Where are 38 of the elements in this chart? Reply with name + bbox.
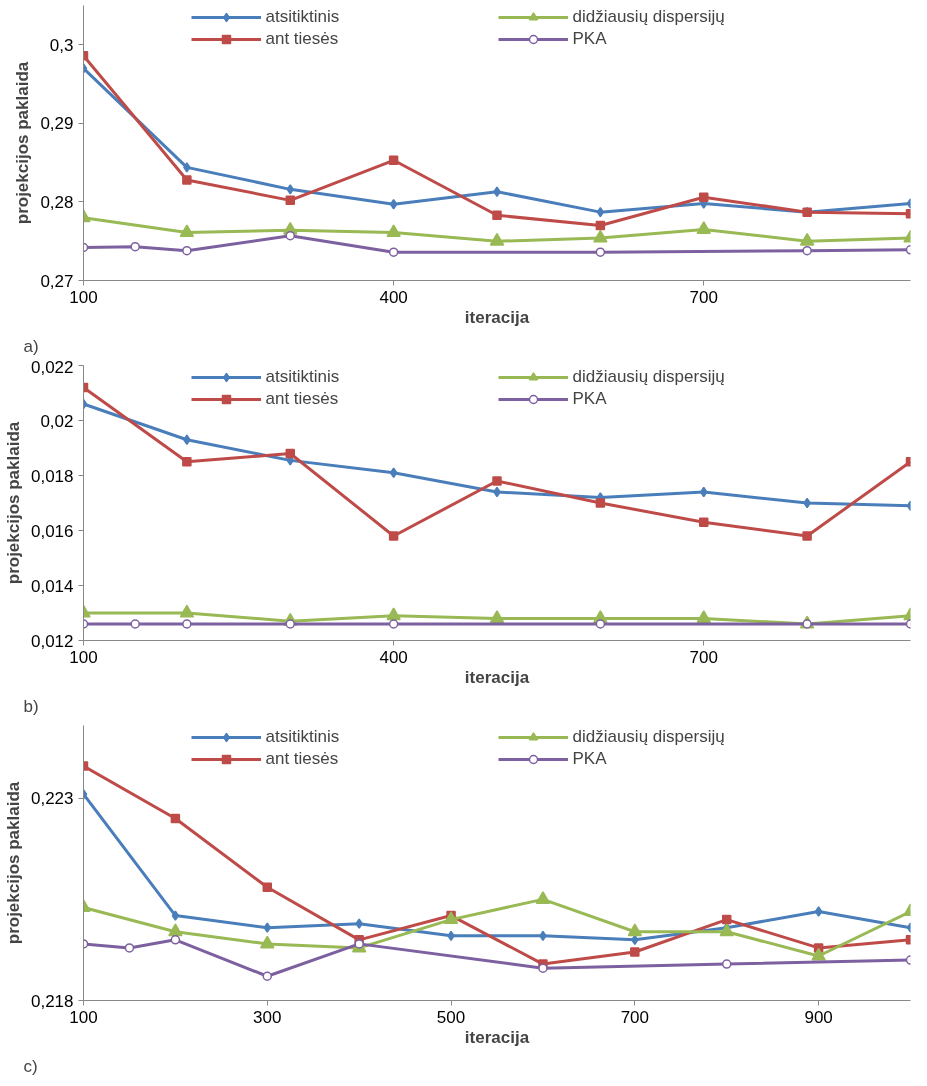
legend-label: ant tiesės	[265, 389, 340, 409]
legend-label: PKA	[572, 389, 608, 409]
legend-label: PKA	[572, 749, 608, 769]
y-tick-label: 0,28	[40, 192, 74, 212]
y-tick-label: 0,016	[30, 521, 74, 541]
x-tick-label: 300	[253, 1007, 282, 1027]
legend-label: didžiausių dispersijų	[572, 727, 726, 747]
legend-label: atsitiktinis	[265, 7, 341, 27]
x-tick-label: 400	[379, 287, 408, 307]
x-tick-label: 700	[620, 1007, 650, 1027]
x-tick-label: 900	[804, 1007, 833, 1027]
x-axis-title: iteracija	[464, 1027, 530, 1047]
legend-label: didžiausių dispersijų	[572, 7, 726, 27]
legend-label: PKA	[572, 29, 608, 49]
legend-label: ant tiesės	[265, 749, 340, 769]
x-tick-label: 700	[689, 287, 718, 307]
text: a)	[23, 336, 39, 356]
y-tick-label: 0,014	[30, 576, 74, 596]
y-axis-title: projekcijos paklaida	[3, 781, 23, 945]
legend-label: atsitiktinis	[265, 367, 341, 387]
y-tick-label: 0,223	[30, 789, 74, 809]
y-tick-label: 0,018	[30, 466, 74, 486]
x-tick-label: 500	[436, 1007, 466, 1027]
legend-label: atsitiktinis	[265, 727, 341, 747]
y-tick-label: 0,02	[40, 411, 74, 431]
text: c)	[23, 1056, 38, 1076]
x-tick-label: 400	[379, 647, 408, 667]
y-axis-title: projekcijos paklaida	[13, 61, 33, 225]
x-axis-title: iteracija	[464, 307, 530, 327]
legend-label: ant tiesės	[265, 29, 340, 49]
y-axis-title: projekcijos paklaida	[3, 421, 23, 585]
y-tick-label: 0,022	[30, 357, 74, 377]
y-tick-label: 0,3	[49, 35, 74, 55]
x-axis-title: iteracija	[464, 667, 530, 687]
x-tick-label: 700	[689, 647, 718, 667]
y-tick-label: 0,29	[40, 114, 74, 134]
legend-label: didžiausių dispersijų	[572, 367, 726, 387]
text: b)	[23, 696, 39, 716]
